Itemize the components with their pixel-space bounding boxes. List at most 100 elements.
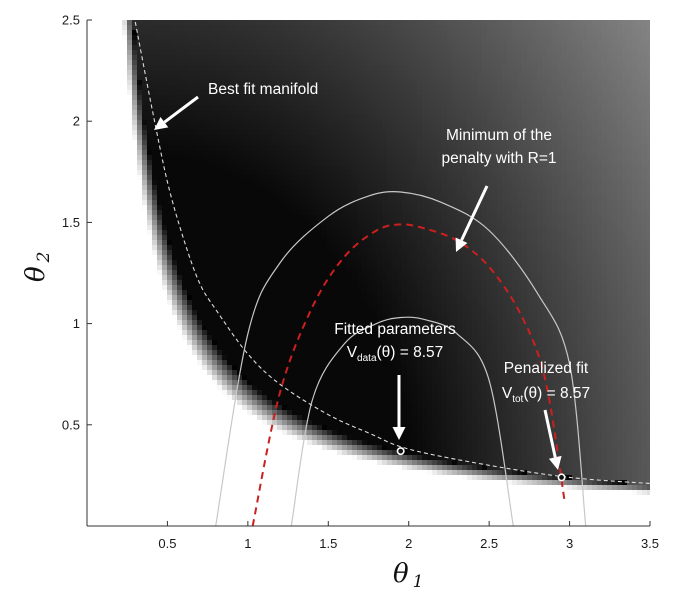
heatmap-cell [117, 105, 122, 110]
heatmap-cell [242, 300, 247, 305]
heatmap-cell [212, 225, 217, 230]
heatmap-cell [267, 125, 272, 130]
heatmap-cell [312, 160, 317, 165]
heatmap-cell [207, 120, 212, 125]
heatmap-cell [112, 60, 117, 65]
heatmap-cell [182, 85, 187, 90]
heatmap-cell [237, 350, 242, 355]
heatmap-cell [147, 250, 152, 255]
heatmap-cell [277, 400, 282, 405]
heatmap-cell [277, 160, 282, 165]
heatmap-cell [177, 410, 182, 415]
heatmap-cell [267, 70, 272, 75]
heatmap-cell [302, 330, 307, 335]
heatmap-cell [262, 505, 267, 510]
heatmap-cell [117, 40, 122, 45]
heatmap-cell [172, 470, 177, 475]
heatmap-cell [87, 85, 92, 90]
heatmap-cell [157, 435, 162, 440]
heatmap-cell [227, 270, 232, 275]
heatmap-cell [247, 40, 252, 45]
heatmap-cell [277, 460, 282, 465]
heatmap-cell [212, 390, 217, 395]
heatmap-cell [287, 145, 292, 150]
heatmap-cell [152, 430, 157, 435]
heatmap-cell [182, 395, 187, 400]
heatmap-cell [292, 400, 297, 405]
heatmap-cell [242, 95, 247, 100]
heatmap-cell [107, 450, 112, 455]
heatmap-cell [107, 460, 112, 465]
heatmap-cell [282, 190, 287, 195]
heatmap-cell [187, 160, 192, 165]
heatmap-cell [232, 450, 237, 455]
heatmap-cell [122, 330, 127, 335]
heatmap-cell [272, 230, 277, 235]
heatmap-cell [312, 100, 317, 105]
heatmap-cell [197, 465, 202, 470]
heatmap-cell [167, 155, 172, 160]
heatmap-cell [197, 420, 202, 425]
heatmap-cell [142, 85, 147, 90]
heatmap-cell [172, 415, 177, 420]
heatmap-cell [132, 205, 137, 210]
heatmap-cell [87, 215, 92, 220]
heatmap-cell [222, 145, 227, 150]
heatmap-cell [117, 310, 122, 315]
heatmap-cell [227, 310, 232, 315]
heatmap-cell [192, 50, 197, 55]
heatmap-cell [287, 215, 292, 220]
heatmap-cell [197, 170, 202, 175]
heatmap-cell [227, 220, 232, 225]
heatmap-cell [177, 430, 182, 435]
heatmap-cell [252, 205, 257, 210]
heatmap-cell [152, 405, 157, 410]
heatmap-cell [92, 445, 97, 450]
heatmap-cell [137, 285, 142, 290]
heatmap-cell [207, 480, 212, 485]
heatmap-cell [137, 280, 142, 285]
heatmap-cell [222, 30, 227, 35]
heatmap-cell [227, 150, 232, 155]
heatmap-cell [257, 105, 262, 110]
heatmap-cell [162, 510, 167, 515]
heatmap-cell [152, 500, 157, 505]
heatmap-cell [142, 55, 147, 60]
heatmap-cell [322, 80, 327, 85]
heatmap-cell [212, 205, 217, 210]
heatmap-cell [317, 180, 322, 185]
heatmap-cell [227, 335, 232, 340]
heatmap-cell [322, 485, 327, 490]
heatmap-cell [182, 355, 187, 360]
heatmap-cell [282, 250, 287, 255]
heatmap-cell [142, 200, 147, 205]
heatmap-cell [167, 520, 172, 525]
heatmap-cell [237, 355, 242, 360]
heatmap-cell [272, 510, 277, 515]
heatmap-cell [267, 120, 272, 125]
heatmap-cell [87, 65, 92, 70]
heatmap-cell [317, 40, 322, 45]
heatmap-cell [177, 245, 182, 250]
heatmap-cell [177, 310, 182, 315]
heatmap-cell [207, 415, 212, 420]
heatmap-cell [182, 375, 187, 380]
heatmap-cell [157, 275, 162, 280]
heatmap-cell [262, 115, 267, 120]
heatmap-cell [122, 105, 127, 110]
heatmap-cell [172, 520, 177, 525]
heatmap-cell [147, 125, 152, 130]
heatmap-cell [297, 490, 302, 495]
heatmap-cell [197, 470, 202, 475]
heatmap-cell [247, 130, 252, 135]
heatmap-cell [302, 220, 307, 225]
heatmap-cell [187, 85, 192, 90]
heatmap-cell [237, 120, 242, 125]
heatmap-cell [242, 510, 247, 515]
heatmap-cell [237, 210, 242, 215]
heatmap-cell [292, 485, 297, 490]
heatmap-cell [132, 215, 137, 220]
heatmap-cell [237, 145, 242, 150]
heatmap-cell [87, 340, 92, 345]
heatmap-cell [197, 220, 202, 225]
